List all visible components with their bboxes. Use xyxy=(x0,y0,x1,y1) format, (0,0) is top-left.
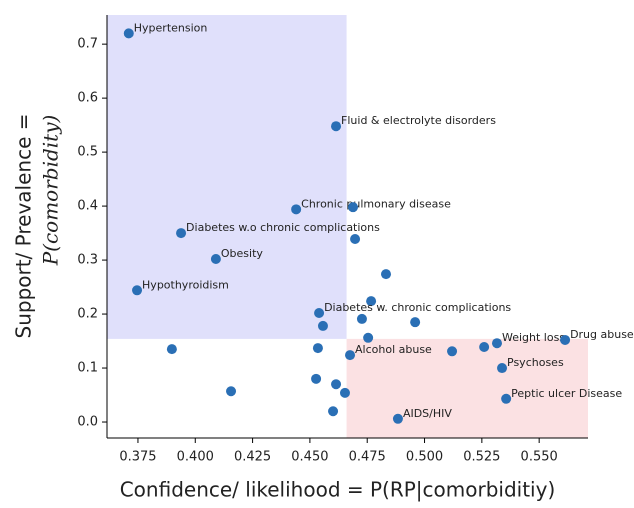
y-axis-label: Support/ Prevalence = xyxy=(12,114,36,339)
y-tick-label: 0.5 xyxy=(77,145,98,160)
point xyxy=(331,379,342,390)
point xyxy=(311,373,322,384)
point xyxy=(363,332,374,343)
point xyxy=(479,341,490,352)
y-tick-label: 0.7 xyxy=(77,37,98,52)
x-tick-label: 0.475 xyxy=(349,450,386,465)
point xyxy=(501,393,512,404)
x-tick-label: 0.400 xyxy=(177,450,214,465)
point xyxy=(166,344,177,355)
y-tick-label: 0.3 xyxy=(77,253,98,268)
point-label: Peptic ulcer Disease xyxy=(511,387,622,400)
y-tick-label: 0.4 xyxy=(77,199,98,214)
point xyxy=(176,228,187,239)
point xyxy=(447,346,458,357)
point xyxy=(381,269,392,280)
point-label: Hypothyroidism xyxy=(142,278,229,291)
x-axis-label: Confidence/ likelihood = P(RP|comorbidit… xyxy=(120,478,556,502)
point xyxy=(345,350,356,361)
point-label: Alcohol abuse xyxy=(355,343,432,356)
point-label: Obesity xyxy=(221,247,264,260)
point xyxy=(314,307,325,318)
point xyxy=(226,386,237,397)
point-label: Diabetes w. chronic complications xyxy=(324,301,511,314)
x-tick-label: 0.425 xyxy=(234,450,271,465)
y-tick-label: 0.2 xyxy=(77,307,98,322)
point xyxy=(491,338,502,349)
point-label: Weight loss xyxy=(502,331,565,344)
y-axis-label: P(comorbidity) xyxy=(39,115,63,267)
point xyxy=(366,296,377,307)
point xyxy=(331,121,342,132)
point xyxy=(123,28,134,39)
region xyxy=(346,338,588,438)
point xyxy=(348,202,359,213)
point xyxy=(210,253,221,264)
point-label: Psychoses xyxy=(507,356,564,369)
y-tick-label: 0.0 xyxy=(77,415,98,430)
point xyxy=(560,334,571,345)
point xyxy=(291,204,302,215)
point xyxy=(312,343,323,354)
point-label: Hypertension xyxy=(134,21,208,34)
point-label: Drug abuse xyxy=(570,328,634,341)
x-tick-label: 0.450 xyxy=(291,450,328,465)
point-label: Fluid & electrolyte disorders xyxy=(341,114,496,127)
point xyxy=(497,363,508,374)
x-tick-label: 0.500 xyxy=(406,450,443,465)
point xyxy=(356,313,367,324)
point xyxy=(328,406,339,417)
x-tick-label: 0.525 xyxy=(463,450,500,465)
x-tick-label: 0.375 xyxy=(119,450,156,465)
point-label: AIDS/HIV xyxy=(403,407,452,420)
point xyxy=(410,317,421,328)
point xyxy=(132,285,143,296)
y-tick-label: 0.6 xyxy=(77,91,98,106)
point-label: Diabetes w.o chronic complications xyxy=(186,221,380,234)
x-tick-label: 0.550 xyxy=(521,450,558,465)
point xyxy=(350,234,361,245)
y-tick-label: 0.1 xyxy=(77,361,98,376)
region xyxy=(107,15,347,339)
point-label: Chronic pulmonary disease xyxy=(301,197,451,210)
point xyxy=(317,320,328,331)
point xyxy=(392,413,403,424)
point xyxy=(339,387,350,398)
